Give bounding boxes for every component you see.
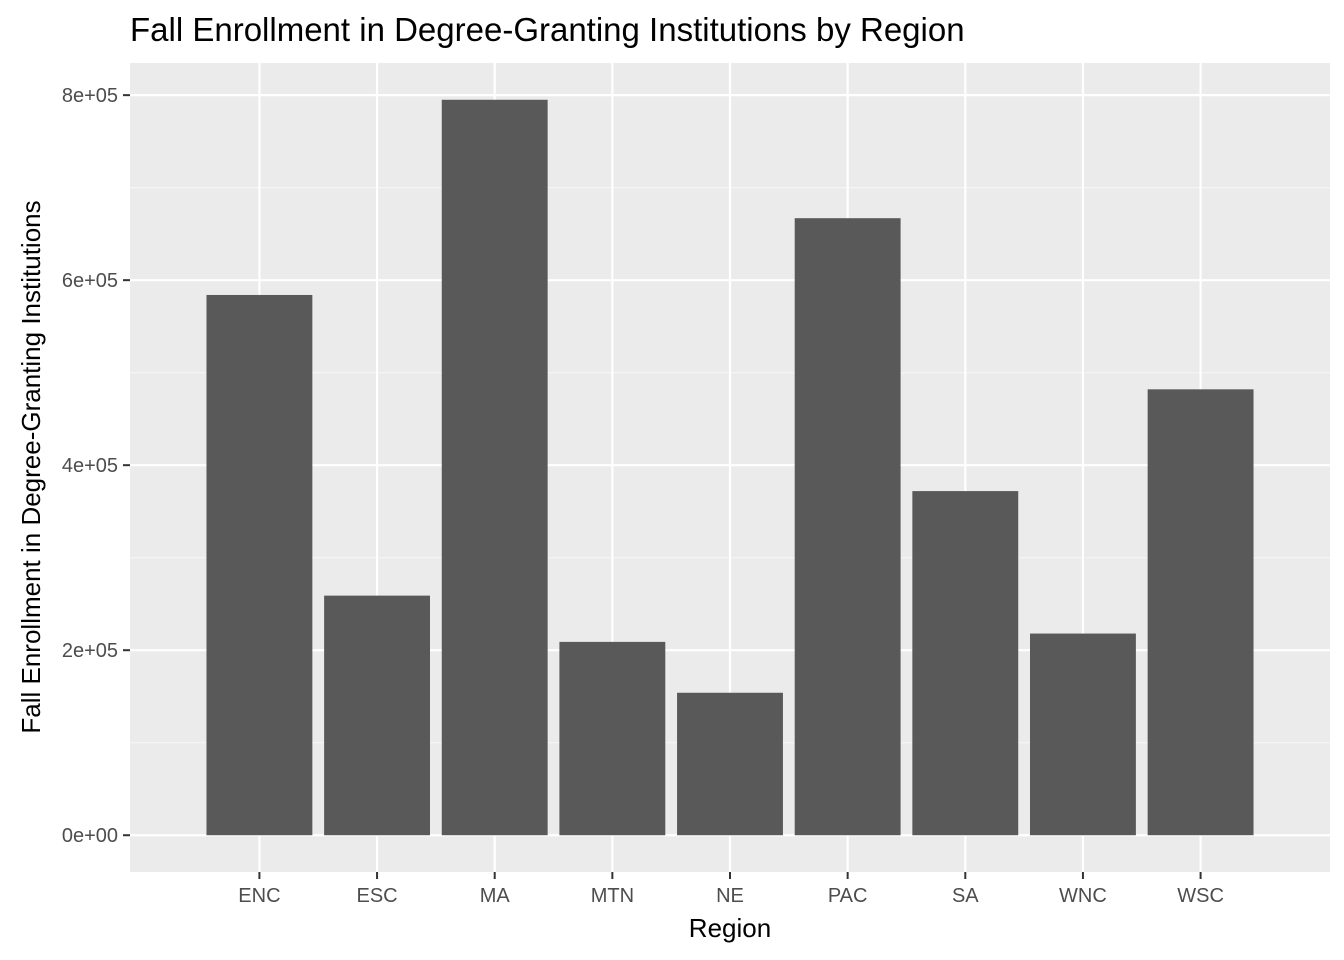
chart-title: Fall Enrollment in Degree-Granting Insti… [130,11,965,48]
y-tick-label: 8e+05 [62,85,118,107]
bar-wsc [1147,389,1254,836]
x-tick-label: PAC [828,885,868,907]
bar-pac [794,218,901,836]
x-tick-label: WNC [1059,885,1107,907]
x-tick-label: ESC [356,885,397,907]
y-axis-title: Fall Enrollment in Degree-Granting Insti… [16,200,46,733]
x-tick-label: NE [716,885,744,907]
x-axis-title: Region [689,913,771,943]
bar-ma [441,99,548,836]
y-tick-label: 6e+05 [62,270,118,292]
bar-wnc [1030,633,1136,836]
bar-mtn [559,641,666,836]
x-tick-label: SA [952,885,979,907]
bar-sa [912,491,1019,836]
bars [206,99,1254,836]
bar-ne [677,692,783,836]
x-tick-label: MTN [591,885,634,907]
y-tick-label: 2e+05 [62,640,118,662]
x-tick-label: MA [480,885,511,907]
bar-esc [324,595,430,836]
x-tick-label: ENC [238,885,280,907]
y-tick-label: 4e+05 [62,455,118,477]
x-tick-label: WSC [1177,885,1224,907]
y-axis: 0e+00 2e+05 4e+05 6e+05 8e+05 [62,85,130,847]
bar-enc [206,294,313,836]
x-axis: ENC ESC MA MTN NE PAC SA WNC WSC [238,872,1224,907]
y-tick-label: 0e+00 [62,825,118,847]
